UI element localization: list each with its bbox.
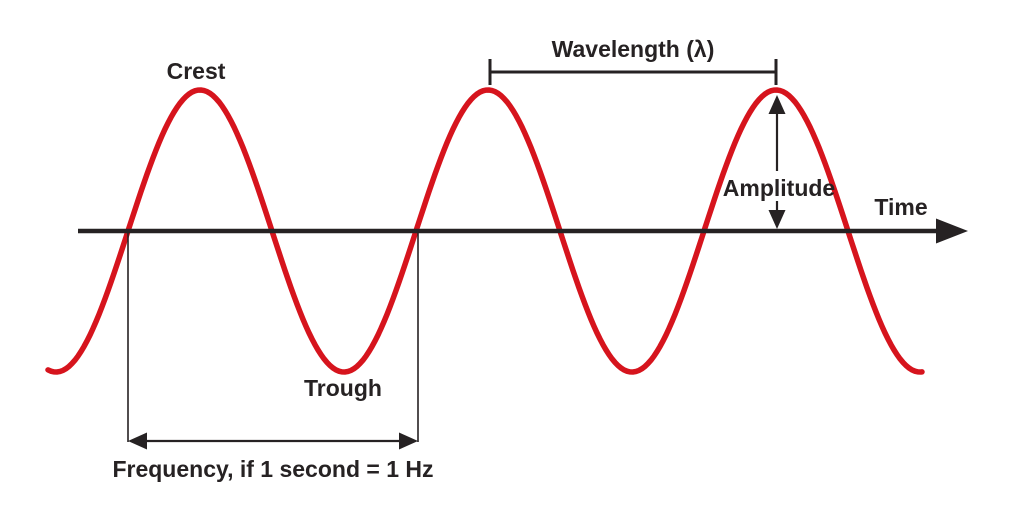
crest-label: Crest [167,58,226,84]
amplitude-arrowhead-up-icon [768,95,786,114]
trough-label: Trough [304,375,382,401]
frequency-annotation: Frequency, if 1 second = 1 Hz [112,233,434,482]
amplitude-annotation: Amplitude [723,95,835,229]
time-label: Time [874,194,927,220]
sine-wave-curve [45,87,925,375]
amplitude-arrowhead-down-icon [768,210,786,229]
frequency-arrowhead-left-icon [128,432,147,450]
frequency-label: Frequency, if 1 second = 1 Hz [112,456,433,482]
amplitude-label: Amplitude [723,175,835,201]
time-axis-arrowhead-icon [936,218,968,244]
time-axis: Time [78,194,968,244]
frequency-arrowhead-right-icon [399,432,418,450]
wavelength-annotation: Wavelength (λ) [488,36,778,85]
wavelength-label: Wavelength (λ) [552,36,715,62]
